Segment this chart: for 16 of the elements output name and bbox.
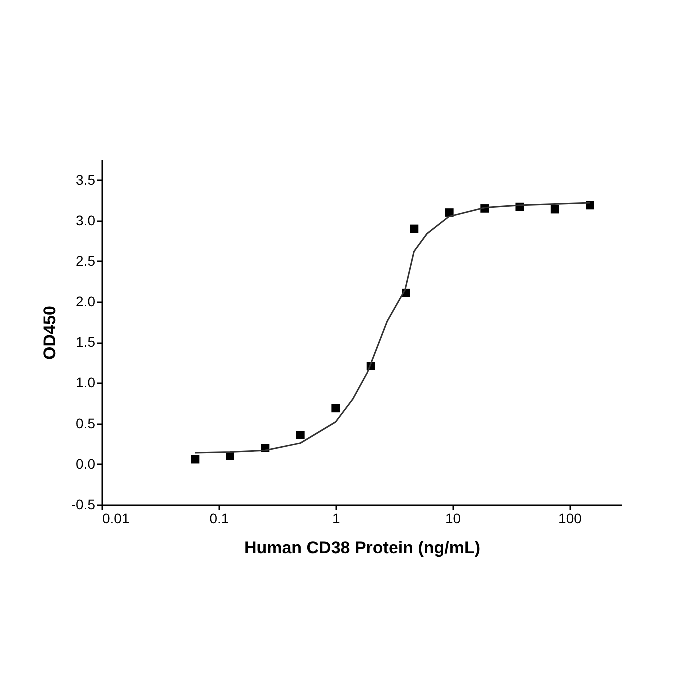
x-tick-label: 0.1	[210, 510, 230, 526]
y-tick-label: 2.0	[76, 294, 96, 310]
y-axis-title: OD450	[40, 306, 60, 360]
x-tick-label: 10	[445, 510, 462, 526]
y-tick-label: 2.5	[76, 252, 96, 269]
x-tick-label: 100	[558, 510, 582, 526]
x-tick-label: 0.01	[102, 510, 130, 526]
y-tick-label: 0.5	[76, 415, 96, 432]
y-tick-label: 1.5	[76, 334, 96, 350]
y-tick-label: 3.0	[76, 212, 96, 228]
y-tick-label: 0.0	[76, 456, 96, 472]
x-axis-title: Human CD38 Protein (ng/mL)	[244, 538, 481, 558]
y-tick-label: 1.0	[76, 374, 96, 391]
y-tick-label: 3.5	[76, 172, 96, 188]
y-tick-label: -0.5	[71, 496, 96, 512]
x-tick-label: 1	[332, 510, 340, 526]
